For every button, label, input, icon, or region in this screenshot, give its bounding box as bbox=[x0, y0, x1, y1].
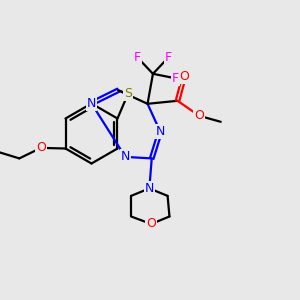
Text: O: O bbox=[194, 109, 204, 122]
Text: N: N bbox=[87, 97, 96, 110]
Text: N: N bbox=[121, 150, 130, 164]
Text: F: F bbox=[165, 51, 172, 64]
Text: F: F bbox=[134, 51, 141, 64]
Text: S: S bbox=[124, 87, 132, 101]
Text: N: N bbox=[145, 182, 154, 195]
Text: N: N bbox=[155, 125, 165, 138]
Text: F: F bbox=[172, 72, 179, 85]
Text: O: O bbox=[179, 70, 189, 83]
Text: O: O bbox=[146, 218, 156, 230]
Text: O: O bbox=[36, 141, 46, 154]
